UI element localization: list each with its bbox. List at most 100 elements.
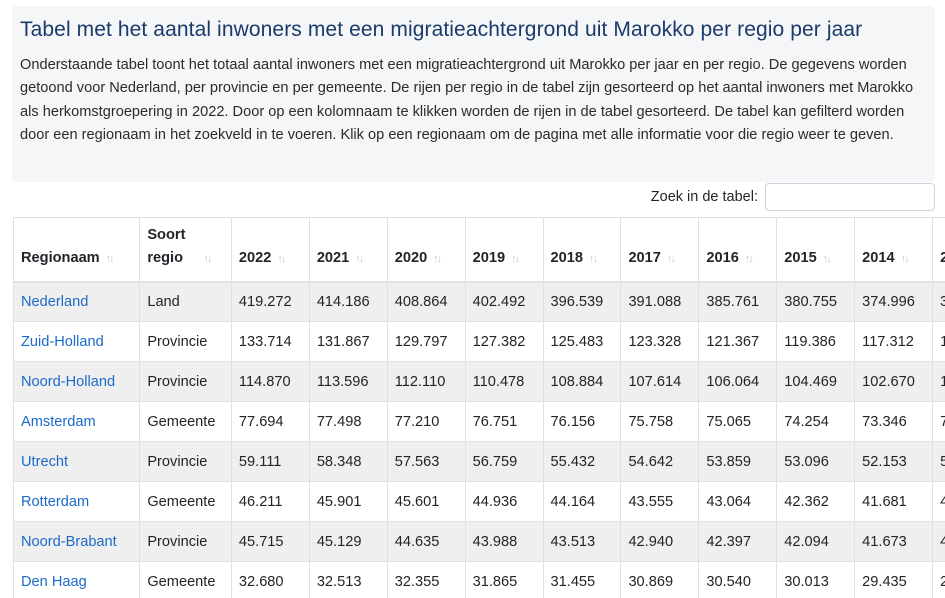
value-cell: 44.635 <box>386 521 466 562</box>
value-cell: 419.272 <box>230 281 310 322</box>
value-cell: 43.988 <box>464 521 544 562</box>
sort-icon: ↑↓ <box>900 252 910 265</box>
region-type-cell: Provincie <box>139 441 232 482</box>
value-cell: 77.694 <box>230 401 310 442</box>
value-cell: 74.254 <box>776 401 856 442</box>
value-cell: 131.867 <box>308 321 388 362</box>
search-input[interactable] <box>765 183 935 211</box>
column-label: 2014 <box>862 249 895 266</box>
value-cell: 42.362 <box>776 481 856 522</box>
column-header-2013[interactable]: 2013↑↓ <box>932 217 945 283</box>
value-cell: 368.83 <box>932 281 945 322</box>
column-label: 2017 <box>628 249 661 266</box>
value-cell: 115.01 <box>932 321 945 362</box>
value-cell: 32.513 <box>308 561 388 598</box>
column-label: 2015 <box>784 249 817 266</box>
value-cell: 112.110 <box>386 361 466 402</box>
table-header-row: Regionaam ↑↓ Soort regio ↑↓ 2022 ↑↓ 2021 ↑↓ … <box>13 217 945 283</box>
column-label: 2016 <box>706 249 739 266</box>
value-cell: 42.094 <box>776 521 856 562</box>
value-cell: 28.911 <box>932 561 945 598</box>
region-cell: Rotterdam <box>13 481 141 522</box>
sort-icon: ↑↓ <box>105 252 115 265</box>
region-link-zuid-holland[interactable]: Zuid-Holland <box>21 333 104 350</box>
column-header-2017[interactable]: 2017 ↑↓ <box>620 217 700 283</box>
value-cell: 119.386 <box>776 321 856 362</box>
value-cell: 380.755 <box>776 281 856 322</box>
region-cell: Den Haag <box>13 561 141 598</box>
sort-icon: ↑↓ <box>433 252 442 265</box>
value-cell: 117.312 <box>854 321 934 362</box>
value-cell: 59.111 <box>230 441 310 482</box>
sort-icon: ↑↓ <box>511 252 520 265</box>
value-cell: 76.751 <box>464 401 544 442</box>
sort-icon: ↑↓ <box>822 252 832 265</box>
value-cell: 110.478 <box>464 361 544 402</box>
value-cell: 129.797 <box>386 321 466 362</box>
column-header-2021[interactable]: 2021 ↑↓ <box>308 217 388 283</box>
value-cell: 51.183 <box>932 441 945 482</box>
column-header-soort-regio[interactable]: Soort regio ↑↓ <box>139 217 232 283</box>
column-header-2022[interactable]: 2022 ↑↓ <box>230 217 310 283</box>
sort-icon: ↑↓ <box>355 252 364 265</box>
sort-icon: ↑↓ <box>277 252 286 265</box>
column-label: 2013 <box>940 247 945 270</box>
table-search: Zoek in de tabel: <box>651 182 935 212</box>
region-link-noord-holland[interactable]: Noord-Holland <box>21 373 116 390</box>
value-cell: 45.601 <box>386 481 466 522</box>
value-cell: 56.759 <box>464 441 544 482</box>
sort-icon: ↑↓ <box>589 252 598 265</box>
value-cell: 53.859 <box>698 441 778 482</box>
value-cell: 107.614 <box>620 361 700 402</box>
value-cell: 106.064 <box>698 361 778 402</box>
region-link-amsterdam[interactable]: Amsterdam <box>21 413 96 430</box>
table-row: Noord-Brabant Provincie 45.715 45.129 44… <box>13 521 945 562</box>
value-cell: 30.013 <box>776 561 856 598</box>
column-header-regionaam[interactable]: Regionaam ↑↓ <box>13 217 141 283</box>
region-cell: Nederland <box>13 281 141 322</box>
value-cell: 55.432 <box>542 441 622 482</box>
region-type-cell: Gemeente <box>139 481 232 522</box>
region-link-nederland[interactable]: Nederland <box>21 293 89 310</box>
region-link-utrecht[interactable]: Utrecht <box>21 453 69 470</box>
column-label: 2020 <box>394 249 428 266</box>
column-header-2015[interactable]: 2015 ↑↓ <box>776 217 856 283</box>
table-row: Utrecht Provincie 59.111 58.348 57.563 5… <box>13 441 945 482</box>
region-cell: Noord-Brabant <box>13 521 141 562</box>
page-title: Tabel met het aantal inwoners met een mi… <box>20 18 863 41</box>
value-cell: 414.186 <box>308 281 388 322</box>
region-type-cell: Provincie <box>139 321 232 362</box>
value-cell: 76.156 <box>542 401 622 442</box>
value-cell: 42.940 <box>620 521 700 562</box>
value-cell: 43.555 <box>620 481 700 522</box>
column-header-2019[interactable]: 2019 ↑↓ <box>464 217 544 283</box>
region-type-cell: Provincie <box>139 361 232 402</box>
column-label: 2021 <box>316 249 350 266</box>
column-header-2020[interactable]: 2020 ↑↓ <box>386 217 466 283</box>
value-cell: 41.130 <box>932 521 945 562</box>
region-link-rotterdam[interactable]: Rotterdam <box>21 493 90 510</box>
column-header-2018[interactable]: 2018 ↑↓ <box>542 217 622 283</box>
value-cell: 58.348 <box>308 441 388 482</box>
column-header-2016[interactable]: 2016 ↑↓ <box>698 217 778 283</box>
table-row: Den Haag Gemeente 32.680 32.513 32.355 3… <box>13 561 945 598</box>
value-cell: 46.211 <box>230 481 310 522</box>
column-label: 2018 <box>550 249 583 266</box>
value-cell: 77.498 <box>308 401 388 442</box>
value-cell: 125.483 <box>542 321 622 362</box>
value-cell: 133.714 <box>230 321 310 362</box>
value-cell: 123.328 <box>620 321 700 362</box>
table-row: Zuid-Holland Provincie 133.714 131.867 1… <box>13 321 945 362</box>
column-header-2014[interactable]: 2014 ↑↓ <box>854 217 934 283</box>
column-label: 2019 <box>472 249 506 266</box>
region-link-den-haag[interactable]: Den Haag <box>21 573 87 590</box>
value-cell: 41.681 <box>854 481 934 522</box>
value-cell: 31.455 <box>542 561 622 598</box>
value-cell: 75.758 <box>620 401 700 442</box>
table-row: Rotterdam Gemeente 46.211 45.901 45.601 … <box>13 481 945 522</box>
value-cell: 45.129 <box>308 521 388 562</box>
value-cell: 31.865 <box>464 561 544 598</box>
value-cell: 113.596 <box>308 361 388 402</box>
region-cell: Noord-Holland <box>13 361 141 402</box>
region-link-noord-brabant[interactable]: Noord-Brabant <box>21 533 117 550</box>
